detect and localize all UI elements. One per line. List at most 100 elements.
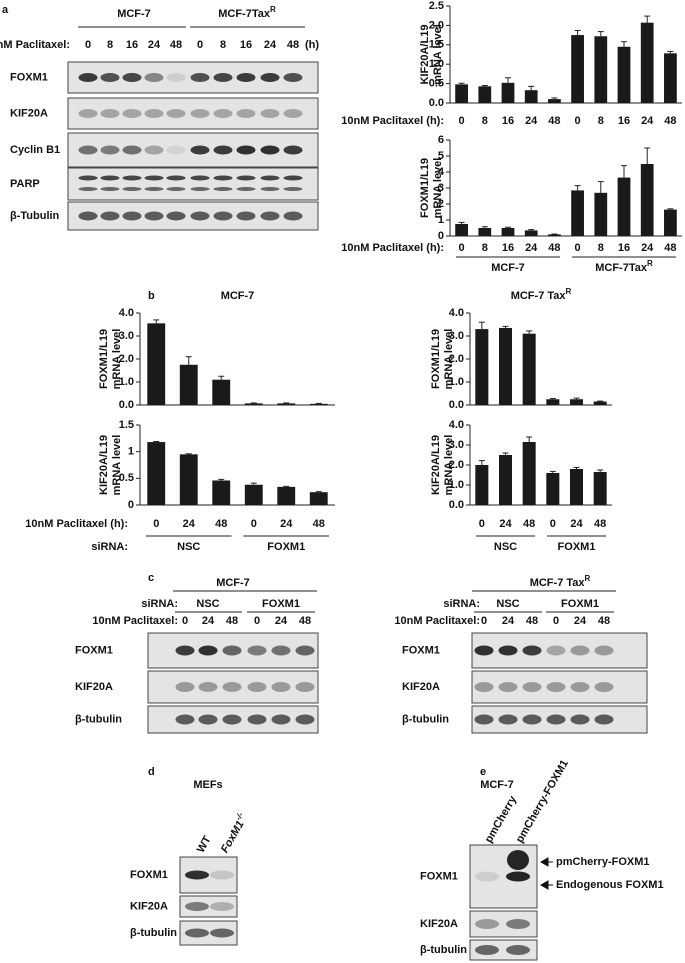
blot-band <box>190 175 210 181</box>
blot-row-label: FOXM1 <box>420 870 458 882</box>
bar <box>475 465 489 505</box>
blot-band <box>522 645 542 656</box>
blot-row-label: KIF20A <box>420 918 458 930</box>
bar <box>522 333 536 405</box>
lane-label: 0 <box>182 615 188 627</box>
blot-row-label: PARP <box>10 178 40 190</box>
blot-band <box>78 211 98 221</box>
group-label: MCF-7TaxR <box>595 259 653 274</box>
lane-label: 8 <box>220 39 226 51</box>
lane-label: 0 <box>197 39 203 51</box>
lane-unit: (h) <box>305 39 319 51</box>
bar <box>478 228 492 236</box>
x-tick-label: 0 <box>459 242 465 254</box>
blot-band <box>283 211 303 221</box>
bar <box>546 399 560 405</box>
lane-label: 24 <box>148 39 161 51</box>
sirna-label: siRNA: <box>141 598 178 610</box>
lane-label: pmCherry-FOXM1 <box>514 758 571 845</box>
panel-letter: b <box>148 290 155 302</box>
blot-band <box>247 645 267 656</box>
lane-label: 48 <box>287 39 299 51</box>
blot-membrane <box>147 670 319 704</box>
lane-label: 48 <box>170 39 182 51</box>
bar <box>569 399 584 405</box>
blot-header: MCF-7 <box>480 779 514 791</box>
y-tick-label: 1.5 <box>119 419 134 431</box>
bar <box>617 177 631 236</box>
blot-band <box>283 187 303 191</box>
x-tick-label: 48 <box>548 242 560 254</box>
bar <box>501 228 515 236</box>
bar <box>664 209 677 236</box>
y-tick-label: 0.0 <box>429 97 444 109</box>
lane-label-main: WT <box>195 834 214 855</box>
y-tick-label: 3.0 <box>119 330 134 342</box>
blot-band <box>190 109 210 118</box>
x-tick-label: 8 <box>598 242 604 254</box>
blot-row-label: KIF20A <box>402 681 440 693</box>
bar <box>522 442 536 505</box>
blot-band <box>78 187 98 191</box>
blot-band <box>213 187 233 191</box>
x-tick-label: 48 <box>664 242 676 254</box>
panel-letter: e <box>480 766 486 778</box>
blot-band <box>236 175 256 181</box>
y-tick-label: 2.0 <box>449 353 464 365</box>
bar <box>617 46 631 103</box>
sirna-group: NSC <box>196 598 219 610</box>
bar <box>277 403 296 405</box>
blot-row-label: FOXM1 <box>75 644 113 656</box>
y-tick-label: 1 <box>438 214 444 226</box>
blot-row-label: β-tubulin <box>130 927 177 939</box>
lane-label: 0 <box>553 615 559 627</box>
x-tick-label: 48 <box>523 518 535 530</box>
blot-band <box>100 187 120 191</box>
blot-band <box>198 645 218 656</box>
blot-band <box>507 850 529 870</box>
bar <box>571 35 584 103</box>
blot-row-label: β-tubulin <box>420 944 467 956</box>
blot-band <box>295 645 315 656</box>
blot-band <box>295 714 315 725</box>
bar <box>498 455 513 505</box>
blot-band <box>185 902 209 911</box>
bar <box>478 86 492 103</box>
blot-band <box>475 945 499 955</box>
lane-row-label: 10nM Paclitaxel: <box>92 615 178 627</box>
lane-label: 24 <box>574 615 587 627</box>
bar <box>475 329 489 405</box>
blot-band <box>546 714 566 725</box>
blot-band <box>100 211 120 221</box>
panel-letter: a <box>2 4 9 16</box>
x-axis-label: 10nM Paclitaxel (h): <box>25 518 128 530</box>
panel-letter: d <box>148 766 155 778</box>
y-axis-label: mRNA level <box>111 329 123 390</box>
bar <box>498 327 513 405</box>
x-tick-label: 24 <box>641 115 654 127</box>
blot-header-sup: R <box>270 5 276 14</box>
y-axis-label: FOXM1/L19 <box>98 329 110 389</box>
blot-band <box>594 682 614 692</box>
chart-title-sup: R <box>566 287 572 296</box>
y-axis-label: KIF20A/L19 <box>98 435 110 495</box>
blot-header-main: MCF-7 <box>117 8 151 20</box>
bar <box>640 164 654 236</box>
y-tick-label: 0.5 <box>119 472 134 484</box>
blot-band <box>271 682 291 692</box>
blot-band <box>474 645 494 656</box>
y-tick-label: 2.5 <box>429 0 444 12</box>
y-tick-label: 4.0 <box>449 419 464 431</box>
x-tick-label: 8 <box>482 115 488 127</box>
x-tick-label: 8 <box>482 242 488 254</box>
blot-band <box>100 109 120 118</box>
x-tick-label: 16 <box>502 242 514 254</box>
blot-band <box>78 73 98 82</box>
bar <box>593 401 607 405</box>
blot-band <box>260 211 280 221</box>
blot-row-label: β-Tubulin <box>10 210 60 222</box>
blot-band <box>122 211 142 221</box>
lane-label: 48 <box>598 615 610 627</box>
bar <box>546 473 560 505</box>
